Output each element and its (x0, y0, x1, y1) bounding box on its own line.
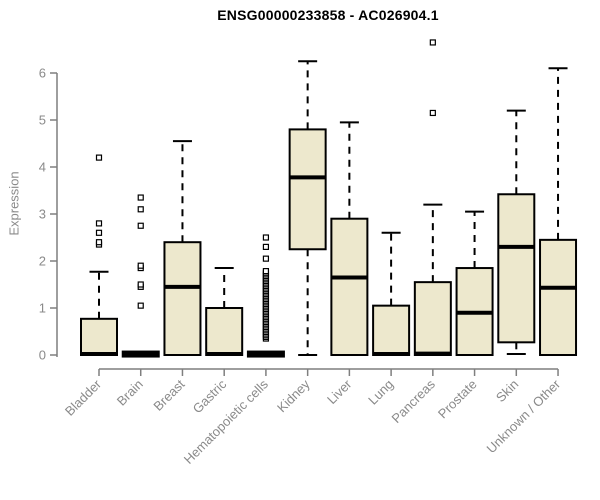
x-tick-label: Skin (493, 377, 521, 405)
boxplot-box (539, 238, 578, 357)
y-tick-label: 4 (39, 160, 46, 175)
outlier-point (429, 39, 436, 46)
outlier-point (137, 206, 144, 213)
y-tick-label: 1 (39, 301, 46, 316)
chart-title: ENSG00000233858 - AC026904.1 (217, 7, 439, 23)
boxplot-box (163, 241, 202, 356)
outlier-point (262, 243, 270, 250)
x-tick-label: Bladder (62, 376, 105, 419)
x-tick-label: Lung (365, 377, 396, 408)
outlier-point-dense (262, 268, 270, 275)
outlier-point (137, 262, 144, 269)
boxplot-box (330, 217, 369, 356)
boxplot-box (288, 128, 327, 251)
y-tick-label: 0 (39, 348, 46, 363)
boxplot-box-collapsed (246, 350, 285, 358)
outlier-point (137, 281, 144, 288)
x-tick-label: Kidney (274, 376, 313, 415)
x-tick-label: Brain (114, 377, 146, 409)
boxplot-box (205, 307, 244, 356)
y-tick-label: 3 (39, 207, 46, 222)
y-tick-label: 5 (39, 113, 46, 128)
boxplot-box (413, 281, 452, 356)
x-tick-label: Liver (324, 376, 355, 407)
outlier-point (95, 154, 103, 161)
outlier-point (262, 255, 270, 262)
y-tick-label: 6 (39, 66, 46, 81)
boxplot-box (372, 304, 411, 356)
y-axis-label: Expression (6, 171, 22, 236)
outlier-point (137, 222, 144, 229)
outlier-point (262, 234, 270, 241)
x-tick-label: Prostate (435, 377, 480, 422)
boxplot-box (80, 317, 118, 356)
x-tick-label: Gastric (190, 376, 230, 416)
outlier-point (429, 109, 436, 117)
outlier-point (95, 239, 103, 246)
y-tick-label: 2 (39, 254, 46, 269)
boxplot-box (497, 193, 536, 344)
x-tick-label: Breast (150, 376, 187, 413)
x-tick-label: Unknown / Other (484, 376, 564, 456)
outlier-point (95, 220, 103, 227)
outlier-point (137, 302, 144, 309)
x-tick-label: Pancreas (389, 376, 439, 426)
outlier-point (137, 194, 144, 201)
outlier-point (95, 229, 103, 236)
boxplot-box-collapsed (121, 350, 160, 358)
